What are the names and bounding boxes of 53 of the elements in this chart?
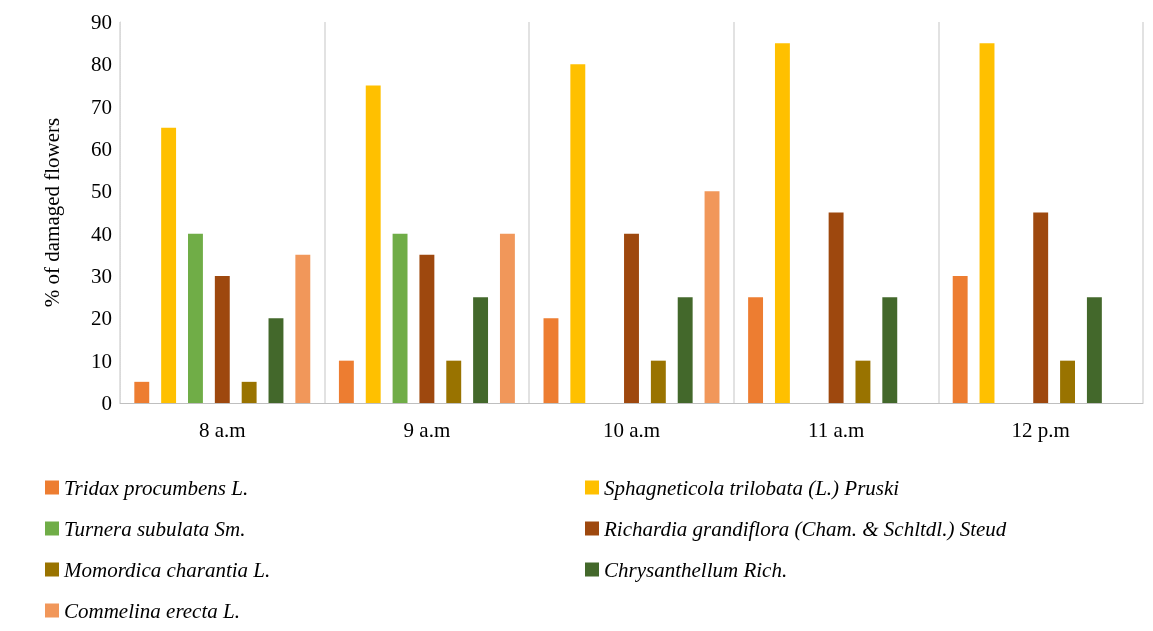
bar xyxy=(855,360,871,403)
x-tick-label: 11 a.m xyxy=(807,417,865,442)
y-tick-label: 20 xyxy=(91,306,112,331)
bar xyxy=(650,360,666,403)
bar xyxy=(161,127,177,403)
legend-label: Momordica charantia L. xyxy=(63,557,271,582)
bar xyxy=(446,360,462,403)
bar xyxy=(365,85,381,403)
bar xyxy=(882,297,898,403)
bar xyxy=(543,318,559,403)
bar xyxy=(624,233,639,403)
bar xyxy=(1033,212,1049,403)
bar xyxy=(677,297,693,403)
y-tick-label: 0 xyxy=(101,391,112,415)
bar xyxy=(473,297,489,403)
y-tick-label: 40 xyxy=(91,221,112,246)
x-tick-label: 12 p.m xyxy=(1011,417,1070,442)
bar xyxy=(828,212,844,403)
legend-label: Tridax procumbens L. xyxy=(64,475,249,500)
bar xyxy=(979,43,995,403)
legend-label: Chrysanthellum Rich. xyxy=(604,557,788,582)
y-tick-label: 50 xyxy=(91,179,112,204)
bar xyxy=(1086,297,1102,403)
bar xyxy=(268,318,284,403)
bar xyxy=(188,233,203,403)
bar xyxy=(241,381,257,403)
bar xyxy=(952,276,968,403)
y-tick-label: 60 xyxy=(91,137,112,161)
x-tick-label: 10 a.m xyxy=(602,417,661,442)
bar xyxy=(338,360,354,403)
y-tick-label: 90 xyxy=(91,10,112,34)
bar xyxy=(774,43,790,403)
bar xyxy=(295,254,311,403)
bar xyxy=(570,64,586,403)
y-tick-label: 80 xyxy=(91,52,112,77)
legend-label: Turnera subulata Sm. xyxy=(64,516,246,541)
bar xyxy=(134,381,150,403)
x-tick-label: 9 a.m xyxy=(403,417,451,442)
bar xyxy=(499,233,515,403)
bar xyxy=(1060,360,1075,403)
y-axis-title: % of damaged flowers xyxy=(39,117,64,308)
bar xyxy=(748,297,764,403)
bar xyxy=(419,254,435,403)
x-tick-label: 8 a.m xyxy=(198,417,246,442)
legend-label: Richardia grandiflora (Cham. & Schltdl.) Steud xyxy=(603,516,1007,541)
bar xyxy=(214,276,230,403)
legend-label: Sphagneticola trilobata (L.) Pruski xyxy=(604,475,900,500)
y-tick-label: 70 xyxy=(91,94,112,119)
legend-label: Commelina erecta L. xyxy=(64,598,240,623)
y-tick-label: 10 xyxy=(91,348,112,373)
y-tick-label: 30 xyxy=(91,264,112,288)
bar xyxy=(704,191,720,403)
bar xyxy=(392,233,408,403)
